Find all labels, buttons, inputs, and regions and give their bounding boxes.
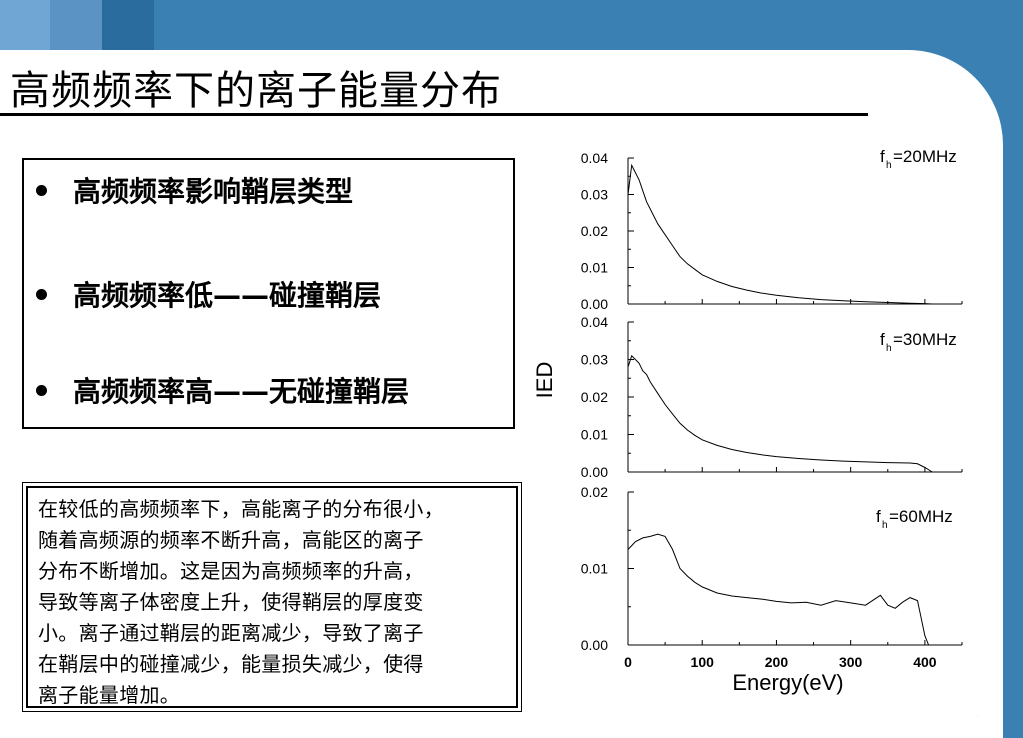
y-tick-label: 0.02 bbox=[581, 223, 608, 239]
y-tick-label: 0.02 bbox=[581, 389, 608, 405]
explanation-line: 在较低的高频频率下，高能离子的分布很小， bbox=[38, 497, 444, 521]
explanation-line: 小。离子通过鞘层的距离减少，导致了离子 bbox=[38, 621, 424, 645]
explanation-line: 离子能量增加。 bbox=[38, 683, 181, 707]
bullet-item: 高频频率低——碰撞鞘层 bbox=[36, 274, 381, 314]
header-square-light bbox=[0, 0, 50, 50]
explanation-line: 随着高频源的频率不断升高，高能区的离子 bbox=[38, 528, 424, 552]
y-tick-label: 0.01 bbox=[581, 427, 608, 443]
y-tick-label: 0.01 bbox=[581, 260, 608, 276]
series-label-subscript: h bbox=[882, 520, 888, 531]
bullet-box: 高频频率影响鞘层类型 高频频率低——碰撞鞘层 高频频率高——无碰撞鞘层 bbox=[22, 158, 515, 429]
y-axis-title: IED bbox=[532, 362, 557, 399]
series-label-value: =60MHz bbox=[889, 507, 953, 526]
explanation-line: 导致等离子体密度上升，使得鞘层的厚度变 bbox=[38, 590, 424, 614]
header-square-dark bbox=[102, 0, 154, 50]
bullet-text: 高频频率高——无碰撞鞘层 bbox=[73, 375, 410, 408]
ied-chart: 0.000.010.020.030.04 f h =20MHz0.000.010.02… bbox=[532, 147, 963, 695]
series-label: f bbox=[880, 147, 885, 166]
y-tick-label: 0.03 bbox=[581, 187, 608, 203]
top-band bbox=[0, 0, 1023, 50]
slide-title: 高频频率下的离子能量分布 bbox=[10, 68, 502, 114]
title-underline bbox=[0, 113, 868, 116]
explanation-inner-frame: 在较低的高频频率下，高能离子的分布很小， 随着高频源的频率不断升高，高能区的离子… bbox=[26, 486, 518, 708]
ied-series-line bbox=[627, 354, 933, 473]
y-tick-label: 0.00 bbox=[581, 637, 608, 653]
x-tick-label: 300 bbox=[839, 654, 863, 670]
series-label-subscript: h bbox=[886, 160, 892, 171]
y-tick-label: 0.04 bbox=[581, 314, 608, 330]
x-tick-label: 200 bbox=[765, 654, 789, 670]
explanation-box: 在较低的高频频率下，高能离子的分布很小， 随着高频源的频率不断升高，高能区的离子… bbox=[22, 482, 522, 712]
bullet-item: 高频频率高——无碰撞鞘层 bbox=[36, 370, 409, 410]
x-tick-label: 0 bbox=[624, 654, 632, 670]
slide-number-mark: · bbox=[975, 711, 979, 722]
ied-series-line bbox=[627, 163, 940, 305]
series-label: f bbox=[876, 507, 881, 526]
bullet-text: 高频频率低——碰撞鞘层 bbox=[73, 279, 382, 312]
series-label: f bbox=[880, 330, 885, 349]
header-square-mid bbox=[50, 0, 102, 50]
x-tick-label: 100 bbox=[691, 654, 715, 670]
x-axis-title: Energy(eV) bbox=[732, 670, 843, 695]
bullet-dot-icon bbox=[36, 288, 47, 300]
y-tick-label: 0.04 bbox=[581, 150, 608, 166]
series-label-subscript: h bbox=[886, 343, 892, 354]
series-label-value: =30MHz bbox=[893, 330, 957, 349]
bullet-dot-icon bbox=[36, 184, 47, 196]
y-tick-label: 0.00 bbox=[581, 464, 608, 480]
explanation-line: 分布不断增加。这是因为高频频率的升高， bbox=[38, 559, 424, 583]
ied-series-line bbox=[627, 533, 930, 646]
y-tick-label: 0.02 bbox=[581, 484, 608, 500]
bullet-item: 高频频率影响鞘层类型 bbox=[36, 170, 353, 210]
bullet-dot-icon bbox=[36, 384, 47, 396]
bullet-text: 高频频率影响鞘层类型 bbox=[73, 175, 354, 208]
y-tick-label: 0.03 bbox=[581, 352, 608, 368]
y-tick-label: 0.01 bbox=[581, 561, 608, 577]
series-label-value: =20MHz bbox=[893, 147, 957, 166]
y-tick-label: 0.00 bbox=[581, 296, 608, 312]
x-tick-label: 400 bbox=[913, 654, 937, 670]
explanation-line: 在鞘层中的碰撞减少，能量损失减少，使得 bbox=[38, 652, 424, 676]
